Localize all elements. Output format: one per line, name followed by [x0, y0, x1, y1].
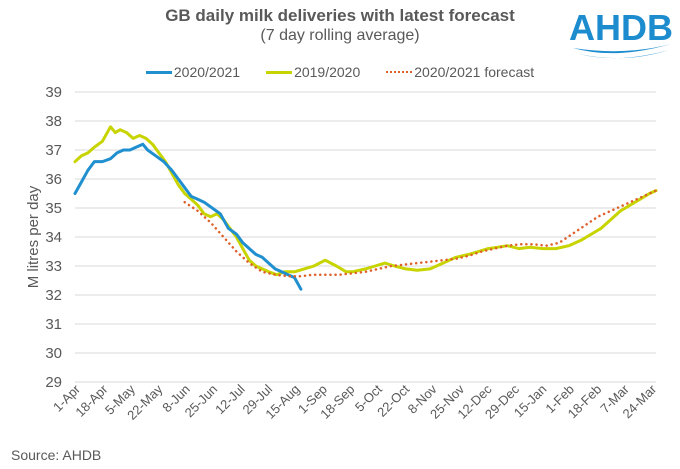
y-tick-label: 35 [45, 200, 62, 217]
y-tick-label: 38 [45, 113, 62, 130]
y-tick-label: 31 [45, 316, 62, 333]
source-note: Source: AHDB [11, 447, 102, 463]
y-tick-label: 37 [45, 142, 62, 159]
series-line-2020-2021-forecast [183, 189, 658, 278]
series-line-2020-2021 [73, 142, 303, 291]
logo-text: AHDB [569, 7, 673, 48]
legend-label: 2019/2020 [294, 64, 361, 80]
y-tick-label: 30 [45, 345, 62, 362]
gridlines [75, 91, 656, 383]
legend-item-forecast: 2020/2021 forecast [386, 64, 534, 80]
series-line-2019-2020 [73, 125, 658, 277]
legend-item-2020-2021: 2020/2021 [145, 64, 241, 80]
y-tick-label: 39 [45, 84, 62, 101]
chart-legend: 2020/2021 2019/2020 2020/2021 forecast [0, 64, 680, 80]
chart-subtitle: (7 day rolling average) [260, 27, 420, 44]
x-axis-ticks: 1-Apr18-Apr5-May22-May8-Jun25-Jun12-Jul2… [50, 381, 660, 423]
chart-title: GB daily milk deliveries with latest for… [165, 6, 515, 25]
y-tick-label: 32 [45, 287, 62, 304]
legend-label: 2020/2021 forecast [414, 64, 535, 80]
y-tick-label: 34 [45, 229, 62, 246]
x-tick-label: 22-Oct [374, 381, 412, 419]
x-tick-label: 18-Apr [72, 381, 111, 420]
logo-wave-icon [573, 44, 671, 59]
y-axis-ticks: 29 30 31 32 33 34 35 36 37 38 39 [45, 84, 62, 391]
legend-swatch-dotted [386, 71, 413, 73]
y-tick-label: 29 [45, 374, 62, 391]
y-tick-label: 36 [45, 171, 62, 188]
ahdb-logo: AHDB [569, 7, 673, 59]
legend-swatch-green [266, 70, 293, 74]
x-tick-label: 12-Jul [212, 381, 248, 417]
y-tick-label: 33 [45, 258, 62, 275]
series-lines [73, 125, 658, 291]
legend-swatch-blue [145, 70, 172, 74]
legend-label: 2020/2021 [173, 64, 241, 80]
y-axis-label: M litres per day [25, 185, 42, 288]
legend-item-2019-2020: 2019/2020 [266, 64, 360, 80]
